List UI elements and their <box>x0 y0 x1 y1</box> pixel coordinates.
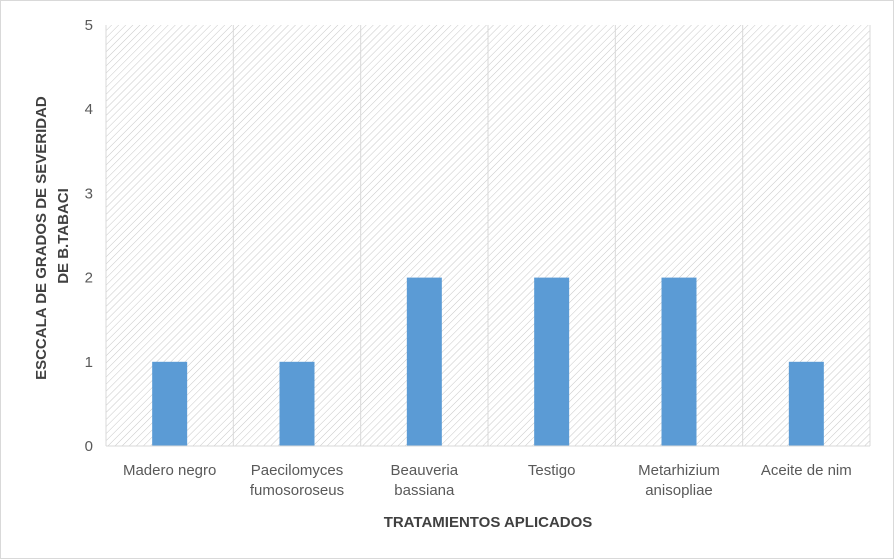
x-category-label: Aceite de nim <box>761 462 852 479</box>
bar <box>152 361 188 446</box>
y-tick-label: 4 <box>85 101 93 118</box>
y-axis-title-line-2: DE B.TABACI <box>55 188 72 284</box>
y-tick-label: 0 <box>85 438 93 455</box>
bar <box>406 277 442 446</box>
x-category-label: Paecilomyces fumosoroseus <box>250 462 344 499</box>
bar <box>661 277 697 446</box>
x-category-label: Beauveria bassiana <box>391 462 459 499</box>
grid <box>105 25 871 446</box>
x-axis-title: TRATAMIENTOS APLICADOS <box>384 514 593 531</box>
y-tick-label: 5 <box>85 17 93 34</box>
y-axis-title: ESCCALA DE GRADOS DE SEVERIDAD DE B.TABA… <box>33 92 72 380</box>
y-tick-label: 3 <box>85 185 93 202</box>
bar <box>534 277 570 446</box>
y-axis-title-line-1: ESCCALA DE GRADOS DE SEVERIDAD <box>33 96 50 380</box>
bars <box>152 277 824 446</box>
x-category-label: Metarhizium anisopliae <box>638 462 720 499</box>
x-category-label: Testigo <box>528 462 576 479</box>
x-axis-categories: Madero negro Paecilomyces fumosoroseus Beau… <box>123 462 852 499</box>
bar <box>279 361 315 446</box>
x-category-label: Madero negro <box>123 462 216 479</box>
y-axis-ticks: 0 1 2 3 4 5 <box>85 17 93 455</box>
y-tick-label: 1 <box>85 354 93 371</box>
bar <box>788 361 824 446</box>
y-tick-label: 2 <box>85 270 93 287</box>
